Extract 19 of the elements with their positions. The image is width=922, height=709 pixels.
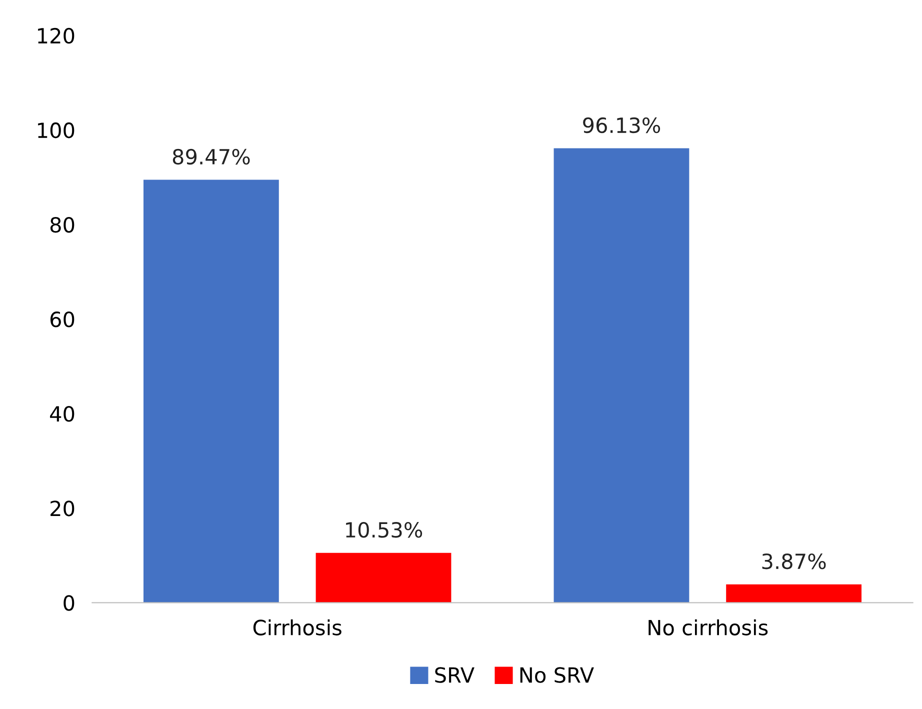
bar — [143, 180, 279, 603]
bar — [554, 148, 690, 603]
bar — [726, 584, 862, 603]
data-label: 3.87% — [762, 553, 826, 570]
y-tick-label: 40 — [50, 406, 74, 422]
y-tick-label: 20 — [50, 500, 74, 516]
bar — [316, 552, 452, 603]
data-label: 96.13% — [583, 117, 660, 134]
legend-label: No SRV — [520, 667, 594, 683]
x-tick-label: Cirrhosis — [253, 619, 342, 636]
y-tick-label: 60 — [50, 312, 74, 328]
legend-label: SRV — [435, 667, 474, 683]
y-tick-label: 100 — [38, 122, 74, 138]
y-tick-label: 80 — [50, 216, 74, 233]
data-label: 10.53% — [346, 522, 422, 538]
y-tick-label: 120 — [38, 28, 74, 44]
x-tick-label: No cirrhosis — [648, 619, 768, 636]
data-label: 89.47% — [172, 148, 250, 165]
y-tick-label: 0 — [64, 595, 74, 611]
